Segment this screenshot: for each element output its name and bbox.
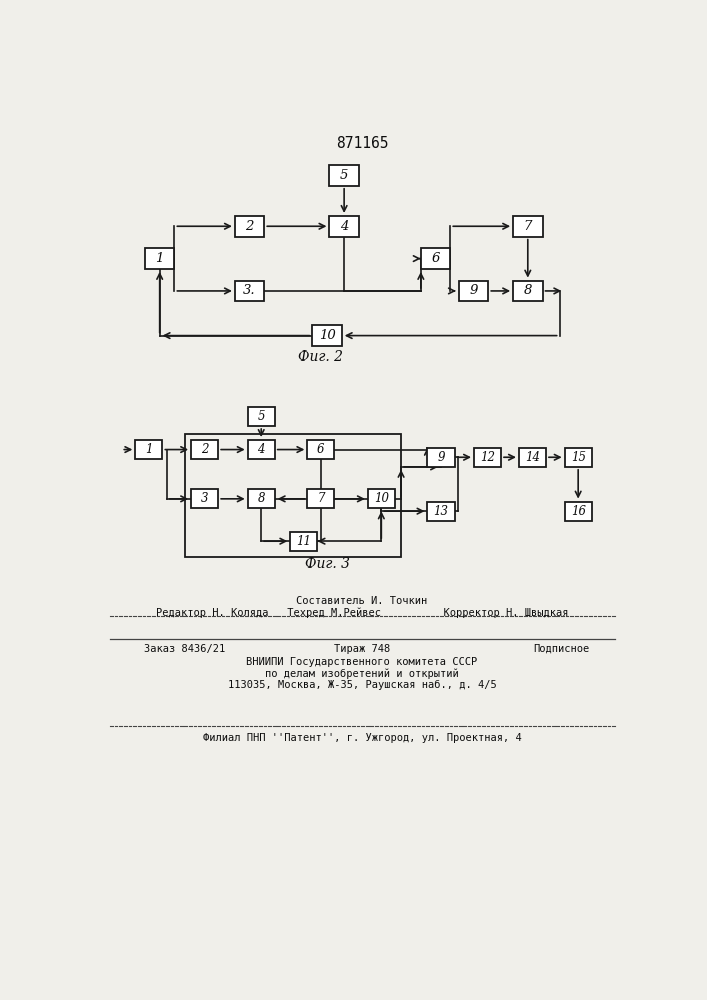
FancyBboxPatch shape [368, 489, 395, 508]
FancyBboxPatch shape [329, 165, 359, 186]
FancyBboxPatch shape [247, 440, 275, 459]
Text: 1: 1 [145, 443, 153, 456]
FancyBboxPatch shape [329, 216, 359, 237]
FancyBboxPatch shape [135, 440, 163, 459]
Text: 5: 5 [340, 169, 349, 182]
Text: Подписное: Подписное [533, 644, 589, 654]
FancyBboxPatch shape [291, 532, 317, 551]
FancyBboxPatch shape [247, 407, 275, 426]
Text: Тираж 748: Тираж 748 [334, 644, 390, 654]
Text: Фиг. 3: Фиг. 3 [305, 557, 349, 571]
FancyBboxPatch shape [565, 502, 592, 521]
FancyBboxPatch shape [513, 216, 542, 237]
Text: 113035, Москва, Ж-35, Раушская наб., д. 4/5: 113035, Москва, Ж-35, Раушская наб., д. … [228, 680, 496, 690]
FancyBboxPatch shape [191, 489, 218, 508]
Text: 15: 15 [571, 451, 585, 464]
Text: 7: 7 [317, 492, 325, 505]
Text: 2: 2 [245, 220, 254, 233]
FancyBboxPatch shape [474, 448, 501, 467]
Text: Редактор Н. Коляда   Техред М.Рейвес          Корректор Н. Швыдкая: Редактор Н. Коляда Техред М.Рейвес Корре… [156, 608, 568, 618]
FancyBboxPatch shape [235, 281, 264, 301]
Text: 12: 12 [480, 451, 495, 464]
FancyBboxPatch shape [235, 216, 264, 237]
FancyBboxPatch shape [428, 502, 455, 521]
Text: Филиал ПНП ''Патент'', г. Ужгород, ул. Проектная, 4: Филиал ПНП ''Патент'', г. Ужгород, ул. П… [203, 733, 521, 743]
Text: 11: 11 [296, 535, 311, 548]
Text: 4: 4 [340, 220, 349, 233]
FancyBboxPatch shape [145, 248, 175, 269]
FancyBboxPatch shape [308, 489, 334, 508]
FancyBboxPatch shape [565, 448, 592, 467]
Text: 8: 8 [257, 492, 265, 505]
Text: 3.: 3. [243, 284, 256, 297]
Text: Фиг. 2: Фиг. 2 [298, 350, 344, 364]
Text: 9: 9 [469, 284, 478, 297]
Text: 16: 16 [571, 505, 585, 518]
Text: 7: 7 [524, 220, 532, 233]
Text: 2: 2 [201, 443, 209, 456]
FancyBboxPatch shape [191, 440, 218, 459]
Text: 9: 9 [437, 451, 445, 464]
FancyBboxPatch shape [312, 325, 341, 346]
Text: по делам изобретений и открытий: по делам изобретений и открытий [265, 668, 459, 679]
Text: 14: 14 [525, 451, 540, 464]
Text: 871165: 871165 [336, 136, 388, 151]
Text: 4: 4 [257, 443, 265, 456]
Text: 10: 10 [374, 492, 389, 505]
Text: 5: 5 [257, 410, 265, 423]
Text: ВНИИПИ Государственного комитета СССР: ВНИИПИ Государственного комитета СССР [246, 657, 477, 667]
FancyBboxPatch shape [459, 281, 489, 301]
FancyBboxPatch shape [519, 448, 546, 467]
FancyBboxPatch shape [421, 248, 450, 269]
Text: Составитель И. Точкин: Составитель И. Точкин [296, 596, 428, 606]
FancyBboxPatch shape [513, 281, 542, 301]
FancyBboxPatch shape [428, 448, 455, 467]
Text: 6: 6 [317, 443, 325, 456]
Text: 1: 1 [156, 252, 164, 265]
Text: 8: 8 [524, 284, 532, 297]
Text: 3: 3 [201, 492, 209, 505]
Text: 10: 10 [319, 329, 335, 342]
Text: Заказ 8436/21: Заказ 8436/21 [144, 644, 226, 654]
FancyBboxPatch shape [308, 440, 334, 459]
Text: 13: 13 [433, 505, 448, 518]
FancyBboxPatch shape [247, 489, 275, 508]
Text: 6: 6 [431, 252, 440, 265]
